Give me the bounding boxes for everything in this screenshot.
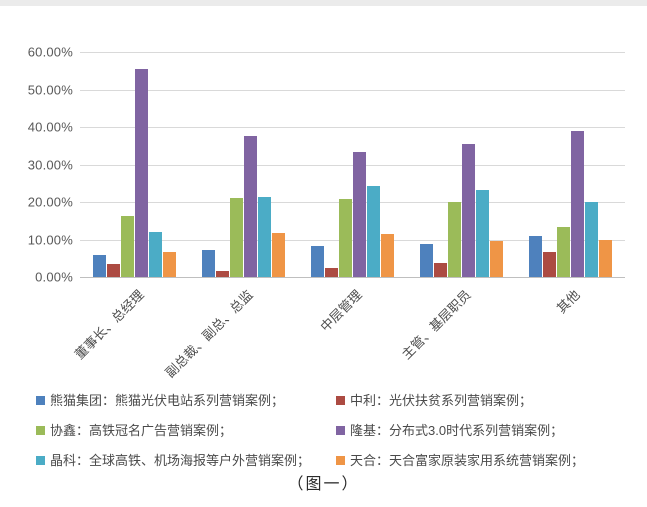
y-axis-label: 40.00% xyxy=(27,119,73,135)
bar xyxy=(339,199,352,277)
legend-item: 熊猫集团：熊猫光伏电站系列营销案例； xyxy=(36,392,336,409)
x-axis-label: 其他 xyxy=(554,287,584,317)
y-axis-label: 50.00% xyxy=(27,82,73,97)
legend-item: 协鑫：高铁冠名广告营销案例； xyxy=(36,422,336,439)
legend-label: 中利：光伏扶贫系列营销案例； xyxy=(350,393,533,408)
plot-area: 0.00% 10.00% 20.00% 30.00% 40.00% 50.00% 60.00… xyxy=(28,45,625,285)
bar xyxy=(434,263,447,277)
legend-item: 天合：天合富家原装家用系统营销案例； xyxy=(336,452,636,469)
bar xyxy=(476,189,489,277)
legend-label: 晶科：全球高铁、机场海报等户外营销案例； xyxy=(50,453,311,468)
bar xyxy=(244,135,257,277)
bar xyxy=(325,268,338,277)
bar xyxy=(529,236,542,277)
bar xyxy=(272,233,285,277)
bar xyxy=(557,226,570,277)
gridline xyxy=(80,277,625,278)
bar xyxy=(571,131,584,277)
bar xyxy=(121,215,134,277)
bar-group xyxy=(298,52,407,277)
bar xyxy=(107,263,120,277)
bar-group xyxy=(80,52,189,277)
bar xyxy=(599,239,612,277)
bar xyxy=(462,144,475,277)
y-axis-label: 10.00% xyxy=(27,232,73,247)
bar xyxy=(353,152,366,277)
top-border-strip xyxy=(0,0,647,6)
gridline xyxy=(80,164,625,166)
bar xyxy=(381,233,394,277)
bar xyxy=(202,250,215,277)
x-axis-label: 副总裁、副总、总监 xyxy=(162,287,257,381)
bar xyxy=(543,251,556,277)
bar xyxy=(93,254,106,277)
bar-group xyxy=(189,52,298,277)
bar xyxy=(258,197,271,277)
legend: 熊猫集团：熊猫光伏电站系列营销案例； 中利：光伏扶贫系列营销案例； 协鑫：高铁冠名广… xyxy=(36,392,636,469)
gridline xyxy=(80,52,625,53)
legend-label: 熊猫集团：熊猫光伏电站系列营销案例； xyxy=(50,393,285,408)
x-axis-label: 主管、基层职员 xyxy=(399,287,475,363)
bar xyxy=(367,185,380,277)
y-axis-label: 0.00% xyxy=(35,269,73,285)
legend-swatch xyxy=(336,396,345,405)
bar xyxy=(585,202,598,277)
y-axis-label: 20.00% xyxy=(27,194,73,210)
y-axis-label: 60.00% xyxy=(27,44,73,60)
gridline xyxy=(80,127,625,128)
bar xyxy=(135,68,148,277)
figure-caption: （图一） xyxy=(287,476,360,493)
bar xyxy=(448,202,461,277)
gridline xyxy=(80,89,625,91)
legend-swatch xyxy=(36,426,45,435)
bar xyxy=(420,244,433,277)
legend-swatch xyxy=(36,456,45,465)
bar xyxy=(230,197,243,277)
bar xyxy=(490,241,503,277)
bar-group xyxy=(407,52,516,277)
bar xyxy=(149,232,162,277)
bar-group xyxy=(516,52,625,277)
gridline xyxy=(80,239,625,241)
legend-swatch xyxy=(336,426,345,435)
y-axis-label: 30.00% xyxy=(27,157,73,172)
legend-swatch xyxy=(36,396,45,405)
bar xyxy=(311,246,324,277)
legend-swatch xyxy=(336,456,345,465)
legend-label: 天合：天合富家原装家用系统营销案例； xyxy=(350,453,585,468)
bar xyxy=(163,251,176,277)
gridline xyxy=(80,202,625,203)
legend-label: 协鑫：高铁冠名广告营销案例； xyxy=(50,423,233,438)
x-axis-label: 董事长、总经理 xyxy=(72,287,148,363)
legend-label: 隆基：分布式3.0时代系列营销案例； xyxy=(350,423,564,438)
bar xyxy=(216,271,229,277)
legend-item: 中利：光伏扶贫系列营销案例； xyxy=(336,392,636,409)
legend-item: 晶科：全球高铁、机场海报等户外营销案例； xyxy=(36,452,336,469)
x-axis-label: 中层管理 xyxy=(317,287,366,335)
legend-item: 隆基：分布式3.0时代系列营销案例； xyxy=(336,422,636,439)
